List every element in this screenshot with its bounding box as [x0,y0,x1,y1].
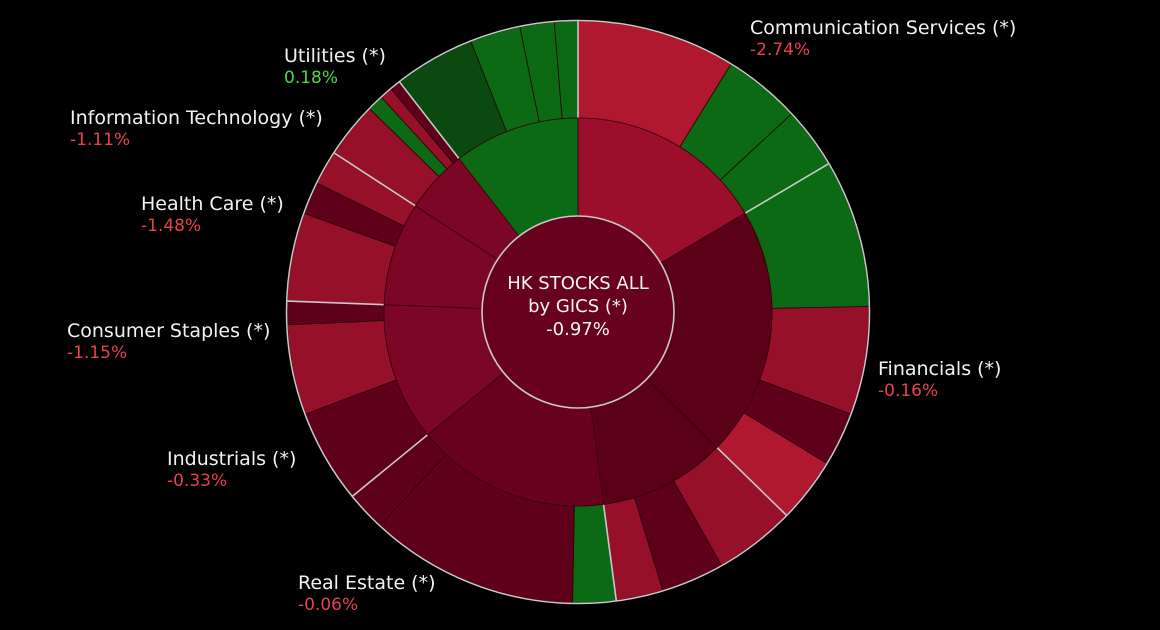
outer-ring [286,20,870,604]
sector-label-real-estate[interactable]: Real Estate (*) -0.06% [298,572,436,616]
sector-change: -0.33% [167,471,228,491]
sector-label-health-care[interactable]: Health Care (*) -1.48% [141,193,284,237]
sector-name: Financials (*) [878,358,1002,380]
sector-change: -2.74% [750,40,811,60]
center-change: -0.97% [546,319,610,340]
sector-change: 0.18% [284,68,339,88]
sector-change: -1.15% [67,343,128,363]
sector-name: Industrials (*) [167,448,297,470]
center-title-line1: HK STOCKS ALL [507,273,649,294]
sector-label-consumer-staples[interactable]: Consumer Staples (*) -1.15% [67,320,270,364]
center-disc [481,215,675,409]
sector-name: Health Care (*) [141,193,284,215]
sector-name: Communication Services (*) [750,17,1017,39]
sector-change: -0.06% [298,595,359,615]
sector-change: -1.11% [70,130,131,150]
sector-label-communication-services[interactable]: Communication Services (*) -2.74% [750,17,1016,61]
sector-name: Utilities (*) [284,45,386,67]
center-label: HK STOCKS ALL by GICS (*) -0.97% [478,272,678,341]
sector-name: Consumer Staples (*) [67,320,271,342]
inner-ring [383,117,773,507]
sector-name: Information Technology (*) [70,107,323,129]
sector-label-utilities[interactable]: Utilities (*) 0.18% [284,45,386,89]
sector-change: -1.48% [141,216,202,236]
sector-name: Real Estate (*) [298,572,436,594]
sector-label-industrials[interactable]: Industrials (*) -0.33% [167,448,296,492]
sector-change: -0.16% [878,381,939,401]
center-slice[interactable] [481,215,675,409]
chart-outline [285,19,871,605]
sector-label-financials[interactable]: Financials (*) -0.16% [878,358,1001,402]
center-title-line2: by GICS (*) [528,296,628,317]
sector-label-information-technology[interactable]: Information Technology (*) -1.11% [70,107,323,151]
